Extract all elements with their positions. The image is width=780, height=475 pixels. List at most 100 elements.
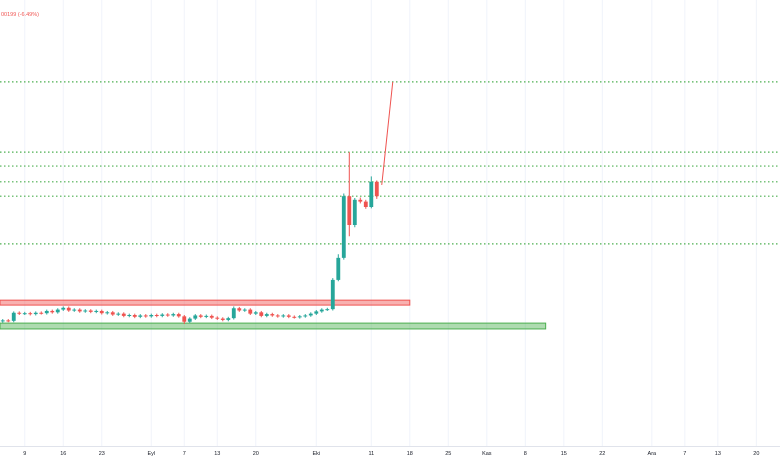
- x-tick-label: 18: [407, 451, 413, 457]
- candle-body: [88, 310, 93, 312]
- candle-body: [132, 315, 137, 317]
- candle-body: [253, 312, 258, 314]
- candle-body: [127, 315, 132, 316]
- candle-body: [39, 312, 44, 314]
- candle-body: [286, 315, 291, 317]
- x-tick-label: 22: [599, 451, 605, 457]
- candle-body: [11, 312, 16, 321]
- x-tick-label: Eyl: [147, 451, 155, 457]
- x-tick-label: 13: [715, 451, 721, 457]
- candle-body: [116, 313, 121, 315]
- x-tick-label: 20: [253, 451, 259, 457]
- candle-body: [242, 309, 247, 311]
- candle-body: [66, 307, 71, 311]
- candle-body: [215, 317, 220, 319]
- x-tick-label: 20: [753, 451, 759, 457]
- candle-body: [248, 309, 253, 314]
- overlay: [381, 81, 394, 186]
- x-tick-label: 7: [183, 451, 186, 457]
- x-tick-label: 11: [368, 451, 374, 457]
- candle-body: [176, 314, 181, 317]
- x-tick-label: 25: [445, 451, 451, 457]
- candle-body: [198, 315, 203, 317]
- candle-body: [358, 199, 363, 202]
- candle-body: [341, 196, 346, 258]
- candle-body: [171, 314, 176, 316]
- candle-body: [352, 199, 357, 225]
- candle-body: [160, 314, 165, 316]
- x-tick-label: 13: [214, 451, 220, 457]
- x-tick-label: 7: [683, 451, 686, 457]
- candle-body: [110, 312, 115, 315]
- candle-body: [105, 312, 110, 314]
- trendline: [381, 81, 394, 186]
- candle-body: [72, 309, 77, 311]
- x-tick-label: 15: [561, 451, 567, 457]
- candle-body: [275, 315, 280, 317]
- x-tick-label: Kas: [482, 451, 492, 457]
- candle-body: [297, 316, 302, 318]
- candle-body: [336, 257, 341, 280]
- zones: [0, 299, 547, 330]
- candle-body: [303, 315, 308, 317]
- candle-body: [28, 313, 33, 315]
- candle-body: [138, 315, 143, 317]
- candle-body: [94, 310, 99, 312]
- candle-body: [270, 314, 275, 316]
- candle-body: [77, 309, 82, 312]
- candle-body: [44, 310, 49, 314]
- candle-body: [374, 181, 379, 197]
- x-tick-label: 23: [99, 451, 105, 457]
- candle-body: [149, 315, 154, 317]
- candle-body: [347, 196, 352, 225]
- candle-body: [204, 315, 209, 317]
- candle-body: [369, 181, 374, 207]
- candle-body: [363, 201, 368, 207]
- zone: [0, 299, 411, 306]
- x-tick-label: 16: [60, 451, 66, 457]
- candle-body: [182, 316, 187, 322]
- candle-body: [330, 279, 335, 310]
- candle-body: [325, 309, 330, 311]
- candle-body: [187, 318, 192, 322]
- candles: [0, 152, 379, 324]
- candle-body: [83, 310, 88, 312]
- x-tick-label: 8: [524, 451, 527, 457]
- candle-body: [314, 311, 319, 314]
- x-axis: 9 16 23 Eyl 7 13 20 Eki 11 18 25 Kas 8 15 22 Ara 7 13 20: [23, 451, 759, 457]
- candle-body: [143, 315, 148, 317]
- candle-body: [22, 313, 27, 315]
- x-tick-label: Ara: [648, 451, 658, 457]
- candle-body: [231, 308, 236, 319]
- candle-body: [50, 310, 55, 313]
- candle-body: [292, 316, 297, 318]
- candle-body: [99, 310, 104, 314]
- candle-body: [308, 313, 313, 316]
- candle-body: [121, 313, 126, 316]
- candle-body: [55, 309, 60, 313]
- candle-body: [226, 318, 231, 320]
- candle-body: [6, 320, 11, 322]
- zone: [0, 322, 547, 330]
- candle-body: [33, 312, 38, 315]
- candle-body: [220, 318, 225, 320]
- x-tick-label: 9: [23, 451, 26, 457]
- candle-body: [193, 315, 198, 319]
- candle-body: [209, 315, 214, 318]
- candle-body: [264, 314, 269, 316]
- candle-body: [237, 308, 242, 311]
- candle-body: [0, 320, 5, 322]
- x-tick-label: Eki: [312, 451, 320, 457]
- grid: [24, 0, 757, 446]
- candle-body: [281, 315, 286, 317]
- candle-body: [154, 315, 159, 316]
- header-text: 00199 (-6.49%): [1, 12, 39, 18]
- candle-body: [165, 314, 170, 316]
- candle-body: [259, 312, 264, 316]
- candle-body: [61, 307, 66, 310]
- candle-body: [17, 312, 22, 314]
- candle-body: [319, 309, 324, 312]
